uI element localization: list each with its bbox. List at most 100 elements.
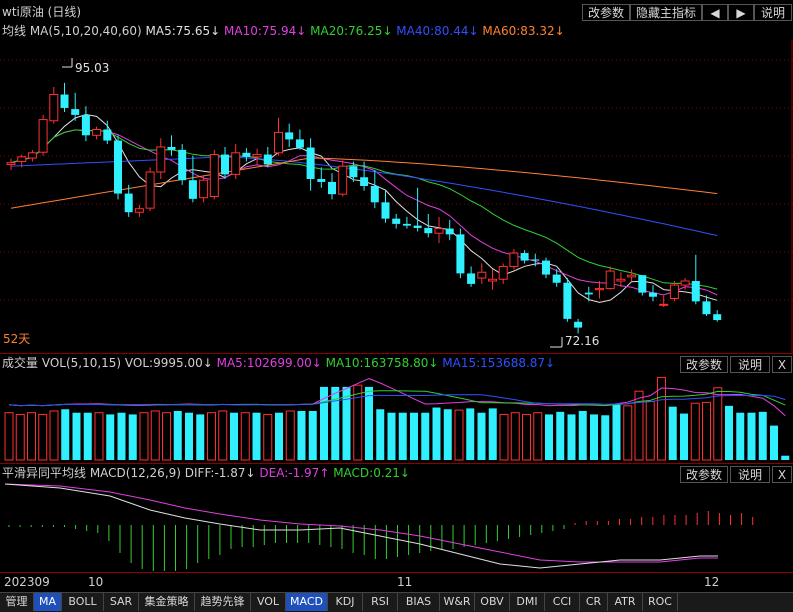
candle-body — [103, 129, 112, 141]
volume-bar — [645, 401, 655, 461]
candle-body — [595, 288, 604, 291]
indicator-tab-atr[interactable]: ATR — [608, 593, 643, 611]
indicator-tab-vol[interactable]: VOL — [251, 593, 286, 611]
volume-bar — [94, 412, 104, 461]
volume-bar — [510, 412, 520, 461]
indicator-tab-cr[interactable]: CR — [580, 593, 608, 611]
volume-bar — [736, 412, 745, 460]
candle-body — [114, 140, 122, 194]
volume-bar — [150, 410, 160, 461]
volume-close-button[interactable]: X — [772, 356, 792, 373]
macd-help-button[interactable]: 说明 — [730, 466, 770, 483]
indicator-tab-cn5[interactable]: 趋势先锋 — [195, 593, 251, 611]
volume-bar — [342, 386, 351, 460]
volume-chart[interactable] — [0, 372, 793, 462]
ma-legend-prefix: 均线 MA(5,10,20,40,60) — [2, 24, 142, 38]
candle-body — [6, 162, 16, 165]
candle-body — [413, 225, 422, 228]
indicator-tab-roc[interactable]: ROC — [643, 593, 678, 611]
volume-bar — [27, 412, 36, 461]
change-params-button[interactable]: 改参数 — [582, 4, 630, 21]
candle-body — [552, 274, 561, 283]
volume-bar — [218, 410, 228, 461]
indicator-tab-sar[interactable]: SAR — [104, 593, 139, 611]
volume-bar — [320, 386, 328, 460]
indicator-tab-cn0[interactable]: 管理 — [0, 593, 34, 611]
prev-arrow-button[interactable]: ◀ — [702, 4, 728, 21]
dea-line — [4, 483, 718, 563]
candle-body — [231, 152, 241, 175]
indicator-tab-boll[interactable]: BOLL — [62, 593, 104, 611]
indicator-tab-wr[interactable]: W&R — [440, 593, 475, 611]
volume-bar — [556, 411, 565, 460]
volume-bar — [770, 425, 778, 460]
volume-params-button[interactable]: 改参数 — [680, 356, 728, 373]
candle-body — [17, 156, 27, 163]
volume-bar — [15, 413, 25, 461]
indicator-tab-rsi[interactable]: RSI — [363, 593, 398, 611]
volume-bar — [499, 413, 509, 461]
volume-bar — [578, 410, 587, 460]
macd-chart[interactable] — [0, 482, 793, 572]
title-bar: wti原油 (日线) 改参数 隐藏主指标 ◀ ▶ 说明 — [0, 2, 793, 22]
indicator-tab-kdj[interactable]: KDJ — [328, 593, 363, 611]
indicator-tab-bar: 管理 MA BOLL SAR 集金策略 趋势先锋 VOL MACD KDJ RSI BIAS W&R O… — [0, 592, 793, 612]
volume-bar — [83, 412, 92, 460]
candle-body — [456, 234, 465, 274]
indicator-tab-cn4[interactable]: 集金策略 — [139, 593, 195, 611]
volume-bar — [668, 406, 677, 460]
indicator-tab-bias[interactable]: BIAS — [398, 593, 440, 611]
candle-body — [467, 273, 476, 284]
candle-body — [477, 271, 487, 279]
candle-body — [691, 280, 700, 302]
macd-legend: 平滑异同平均线 MACD(12,26,9) DIFF:-1.87↓ DEA:-1… — [2, 464, 410, 482]
volume-bar — [522, 413, 531, 461]
candle-body — [713, 314, 722, 321]
price-chart[interactable]: 95.03 72.16 52天 — [0, 40, 793, 353]
ma-legend: 均线 MA(5,10,20,40,60) MA5:75.65↓ MA10:75.… — [2, 22, 565, 40]
volume-bar — [308, 410, 317, 460]
indicator-tab-macd[interactable]: MACD — [286, 593, 328, 611]
candle-body — [574, 321, 583, 328]
volume-bar — [162, 412, 171, 461]
volume-bar — [567, 414, 576, 460]
indicator-tab-cci[interactable]: CCI — [545, 593, 580, 611]
candle-body — [649, 292, 657, 297]
candle-body — [124, 193, 133, 213]
macd-params-button[interactable]: 改参数 — [680, 466, 728, 483]
volume-bar — [139, 412, 149, 461]
candle-body — [531, 259, 540, 261]
help-button[interactable]: 说明 — [754, 4, 792, 21]
volume-bar — [106, 414, 115, 460]
candle-body — [381, 202, 390, 219]
volume-help-button[interactable]: 说明 — [730, 356, 770, 373]
candle-body — [38, 119, 48, 153]
vol-ma5-value: MA5:102699.00↓ — [216, 356, 322, 370]
volume-bar — [634, 390, 644, 461]
date-axis-label-nov: 11 — [397, 575, 413, 589]
volume-bar — [466, 408, 475, 460]
hide-main-indicator-button[interactable]: 隐藏主指标 — [630, 4, 702, 21]
macd-close-button[interactable]: X — [772, 466, 792, 483]
indicator-tab-dmi[interactable]: DMI — [510, 593, 545, 611]
vol-ma15-value: MA15:153688.87↓ — [442, 356, 556, 370]
candle-body — [605, 270, 615, 290]
volume-bar — [781, 455, 790, 460]
volume-bar — [72, 412, 81, 460]
indicator-tab-obv[interactable]: OBV — [475, 593, 510, 611]
date-axis-label-oct: 10 — [88, 575, 104, 589]
candle-body — [542, 260, 550, 275]
volume-bar — [690, 402, 700, 461]
volume-bar — [252, 412, 261, 460]
volume-bar — [173, 410, 182, 460]
volume-bar — [376, 409, 385, 460]
volume-bar — [398, 412, 407, 460]
ma60-value: MA60:83.32↓ — [482, 24, 565, 38]
volume-bar — [533, 412, 543, 461]
ma5-value: MA5:75.65↓ — [145, 24, 221, 38]
next-arrow-button[interactable]: ▶ — [728, 4, 754, 21]
volume-bar — [477, 412, 486, 460]
volume-bar — [612, 404, 621, 460]
volume-bar — [61, 409, 70, 460]
indicator-tab-ma[interactable]: MA — [34, 593, 62, 611]
